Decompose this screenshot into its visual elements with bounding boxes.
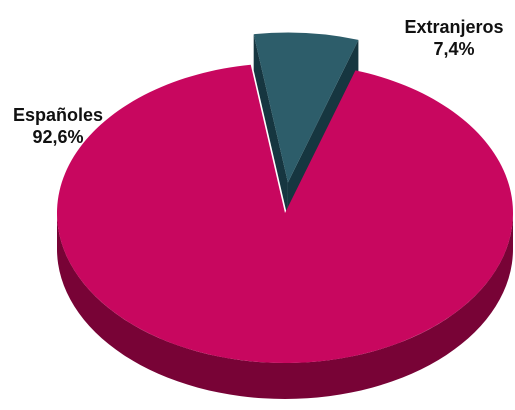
- pie-slice-wall-0: [253, 34, 288, 219]
- slice-label-espanoles: Españoles 92,6%: [2, 104, 114, 148]
- slice-label-espanoles-value: 92,6%: [32, 127, 84, 147]
- pie-slice-1: [253, 32, 359, 183]
- pie-slice-0: [56, 64, 513, 363]
- slice-label-extranjeros-name: Extranjeros: [404, 17, 504, 37]
- slice-label-extranjeros: Extranjeros 7,4%: [396, 16, 512, 60]
- pie-slice-side-0: [57, 213, 513, 399]
- slice-label-extranjeros-value: 7,4%: [433, 39, 475, 59]
- slice-label-espanoles-name: Españoles: [12, 105, 104, 125]
